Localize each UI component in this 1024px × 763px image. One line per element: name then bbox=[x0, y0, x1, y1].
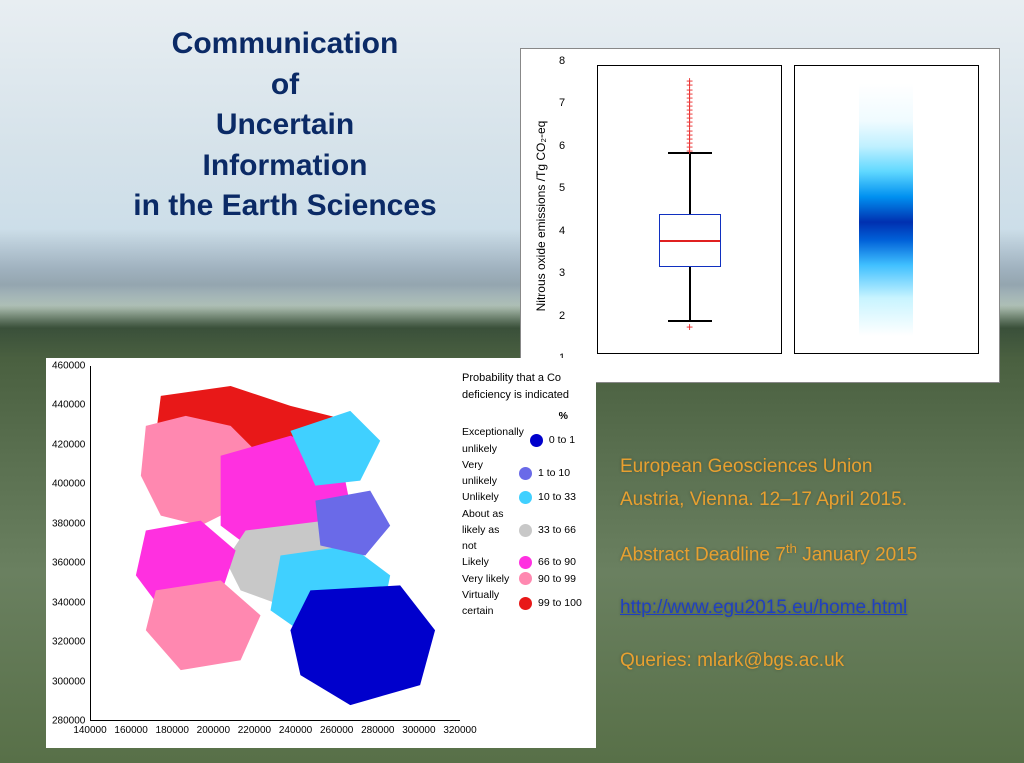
boxplot-ytick: 3 bbox=[559, 267, 565, 279]
map-ytick: 460000 bbox=[52, 361, 85, 372]
boxplot-area: +++++++++++++++++++ bbox=[591, 61, 985, 358]
legend-title: Probability that a Co deficiency is indi… bbox=[462, 370, 590, 404]
legend-range: 90 to 99 bbox=[538, 571, 590, 587]
legend-row: Likely 66 to 90 bbox=[462, 554, 590, 570]
map-ytick: 440000 bbox=[52, 400, 85, 411]
map-ytick: 340000 bbox=[52, 597, 85, 608]
legend-label: Likely bbox=[462, 554, 513, 570]
map-ytick: 380000 bbox=[52, 518, 85, 529]
map-ytick: 420000 bbox=[52, 439, 85, 450]
legend-label: Very unlikely bbox=[462, 457, 513, 490]
boxplot-ylabel: Nitrous oxide emissions /Tg CO₂-eq bbox=[534, 120, 548, 311]
legend-label: Exceptionally unlikely bbox=[462, 424, 524, 457]
boxplot-ytick: 5 bbox=[559, 182, 565, 194]
map-xtick: 180000 bbox=[156, 725, 189, 736]
map-xtick: 280000 bbox=[361, 725, 394, 736]
boxplot-panel: Nitrous oxide emissions /Tg CO₂-eq 12345… bbox=[520, 48, 1000, 383]
legend-swatch bbox=[519, 597, 532, 610]
title-line: Information bbox=[203, 149, 368, 182]
legend-row: Exceptionally unlikely 0 to 1 bbox=[462, 424, 590, 457]
legend-row: Virtually certain 99 to 100 bbox=[462, 587, 590, 620]
density-subpanel bbox=[794, 65, 979, 354]
map-xtick: 240000 bbox=[279, 725, 312, 736]
boxplot-ytick: 2 bbox=[559, 310, 565, 322]
boxplot-outlier: + bbox=[686, 78, 693, 84]
legend-row: Very likely 90 to 99 bbox=[462, 571, 590, 587]
info-queries-label: Queries: bbox=[620, 650, 697, 671]
legend-label: Unlikely bbox=[462, 489, 513, 505]
info-location: Austria, Vienna. 12–17 April 2015. bbox=[620, 489, 907, 510]
title-line: of bbox=[271, 68, 299, 101]
map-ytick: 360000 bbox=[52, 558, 85, 569]
map-xtick: 160000 bbox=[114, 725, 147, 736]
boxplot-ytick: 6 bbox=[559, 140, 565, 152]
legend-swatch bbox=[519, 524, 532, 537]
map-xtick: 300000 bbox=[402, 725, 435, 736]
legend-label: About as likely as not bbox=[462, 506, 513, 555]
legend-swatch bbox=[519, 491, 532, 504]
legend-row: About as likely as not 33 to 66 bbox=[462, 506, 590, 555]
info-deadline-suf: January 2015 bbox=[797, 544, 917, 565]
title-line: Uncertain bbox=[216, 108, 354, 141]
map-xtick: 220000 bbox=[238, 725, 271, 736]
boxplot-box bbox=[659, 214, 721, 267]
boxplot-yaxis: 12345678 bbox=[559, 61, 579, 358]
info-org: European Geosciences Union bbox=[620, 456, 872, 477]
info-deadline-sup: th bbox=[786, 541, 797, 556]
density-strip bbox=[859, 83, 913, 336]
map-plot-area bbox=[90, 366, 460, 721]
map-legend: Probability that a Co deficiency is indi… bbox=[462, 370, 590, 620]
legend-swatch bbox=[519, 556, 532, 569]
legend-range: 1 to 10 bbox=[538, 465, 590, 481]
boxplot-ytick: 7 bbox=[559, 97, 565, 109]
map-xtick: 260000 bbox=[320, 725, 353, 736]
title-line: Communication bbox=[172, 27, 399, 60]
boxplot-ytick: 8 bbox=[559, 55, 565, 67]
map-ytick: 400000 bbox=[52, 479, 85, 490]
map-xtick: 140000 bbox=[73, 725, 106, 736]
page-title: Communication of Uncertain Information i… bbox=[70, 24, 500, 227]
map-xtick: 320000 bbox=[443, 725, 476, 736]
title-line: in the Earth Sciences bbox=[133, 189, 436, 222]
legend-range: 33 to 66 bbox=[538, 522, 590, 538]
boxplot-median bbox=[660, 240, 720, 242]
legend-range: 99 to 100 bbox=[538, 595, 590, 611]
info-queries-email: mlark@bgs.ac.uk bbox=[697, 650, 844, 671]
boxplot-outlier: + bbox=[686, 324, 693, 330]
map-xtick: 200000 bbox=[197, 725, 230, 736]
legend-range: 0 to 1 bbox=[549, 432, 590, 448]
boxplot-whisker-lower bbox=[689, 267, 691, 320]
legend-swatch bbox=[519, 467, 532, 480]
info-deadline-pre: Abstract Deadline 7 bbox=[620, 544, 786, 565]
event-info: European Geosciences Union Austria, Vien… bbox=[620, 450, 1000, 698]
legend-range: 10 to 33 bbox=[538, 489, 590, 505]
legend-label: Very likely bbox=[462, 571, 513, 587]
boxplot-ytick: 4 bbox=[559, 225, 565, 237]
legend-pct-header: % bbox=[462, 408, 590, 424]
boxplot-subpanel: +++++++++++++++++++ bbox=[597, 65, 782, 354]
legend-row: Very unlikely 1 to 10 bbox=[462, 457, 590, 490]
map-ytick: 300000 bbox=[52, 676, 85, 687]
legend-row: Unlikely 10 to 33 bbox=[462, 489, 590, 505]
boxplot-whisker-upper bbox=[689, 152, 691, 214]
legend-range: 66 to 90 bbox=[538, 554, 590, 570]
legend-label: Virtually certain bbox=[462, 587, 513, 620]
map-ytick: 320000 bbox=[52, 637, 85, 648]
legend-swatch bbox=[530, 434, 543, 447]
probability-map-panel: 280000 300000 320000 340000 360000 380000 4000… bbox=[46, 358, 596, 748]
map-svg bbox=[91, 366, 460, 720]
info-url-link[interactable]: http://www.egu2015.eu/home.html bbox=[620, 597, 907, 618]
legend-swatch bbox=[519, 572, 532, 585]
